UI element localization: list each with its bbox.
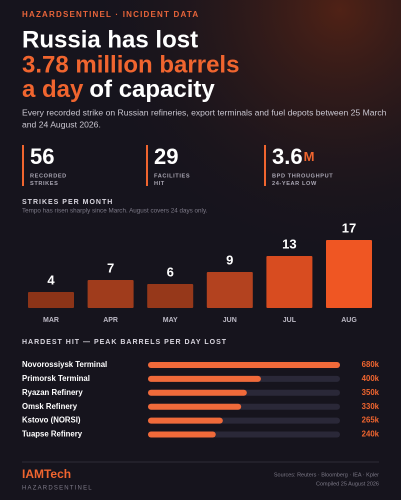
bar-value: 330k [362, 402, 380, 411]
subtitle: Every recorded strike on Russian refiner… [22, 107, 387, 117]
bar-value: 17 [342, 220, 356, 235]
row-label: Omsk Refinery [22, 402, 78, 411]
row-label: Kstovo (NORSI) [22, 416, 81, 425]
stat-value: 56 [30, 144, 54, 169]
chart-title: HARDEST HIT — PEAK BARRELS PER DAY LOST [22, 339, 227, 346]
compiled: Compiled 25 August 2026 [316, 481, 379, 487]
bar-value: 4 [47, 272, 55, 287]
sources: Sources: Reuters · Bloomberg · IEA · Kpl… [274, 472, 379, 478]
chart-subtitle: Tempo has risen sharply since March. Aug… [22, 208, 208, 215]
title-highlight: a day [22, 76, 84, 103]
x-tick-label: APR [103, 317, 118, 324]
stat-value: 3.6M [272, 144, 314, 169]
stat-accent [264, 145, 266, 186]
bar [266, 256, 313, 308]
bar [87, 280, 134, 308]
row-label: Tuapse Refinery [22, 430, 83, 439]
bar [148, 403, 242, 410]
bar [148, 431, 216, 438]
bar-value: 265k [362, 416, 380, 425]
subtitle: and 24 August 2026. [22, 119, 101, 129]
bar [326, 240, 372, 308]
bar [148, 362, 340, 368]
x-tick-label: MAR [43, 317, 59, 324]
brand: IAMTech [22, 467, 71, 481]
bar [148, 417, 223, 424]
stat-label: FACILITIES [154, 173, 190, 179]
stat-label: STRIKES [30, 181, 58, 187]
bar-value: 9 [226, 252, 233, 267]
x-tick-label: JUN [223, 317, 237, 324]
chart-title: STRIKES PER MONTH [22, 199, 113, 206]
row-label: Ryazan Refinery [22, 388, 83, 397]
stat-value: 29 [154, 144, 178, 169]
brand-sub: HAZARDSENTINEL [22, 486, 93, 492]
bar [28, 292, 74, 308]
stat-number: 3.6 [272, 144, 303, 169]
stat-label: BPD THROUGHPUT [272, 173, 333, 179]
bar-value: 680k [362, 360, 380, 369]
row-label: Novorossiysk Terminal [22, 360, 107, 369]
bar-value: 350k [362, 388, 380, 397]
kicker: HAZARDSENTINEL · INCIDENT DATA [22, 10, 199, 19]
title-part: of capacity [89, 76, 215, 103]
bar-value: 240k [362, 430, 380, 439]
stat-number: 56 [30, 144, 54, 169]
stat-accent [146, 145, 148, 186]
stat-accent [22, 145, 24, 186]
title-line: Russia has lost [22, 26, 198, 53]
bar-value: 7 [107, 260, 114, 275]
row-label: Primorsk Terminal [22, 374, 90, 383]
bar [148, 389, 247, 396]
bar [147, 284, 194, 308]
stat-number: 29 [154, 144, 178, 169]
x-tick-label: MAY [163, 317, 178, 324]
stat-label: HIT [154, 181, 165, 187]
bar-value: 13 [282, 236, 296, 251]
stat-label: 24-YEAR LOW [272, 181, 317, 187]
x-tick-label: JUL [283, 317, 297, 324]
stat-unit: M [304, 149, 315, 164]
bar [148, 375, 261, 382]
bar [206, 272, 253, 308]
stat-label: RECORDED [30, 173, 67, 179]
bar-value: 400k [362, 374, 380, 383]
bar-value: 6 [167, 264, 174, 279]
title-line: a day of capacity [22, 76, 215, 103]
x-tick-label: AUG [341, 317, 357, 324]
title-highlight: 3.78 million barrels [22, 51, 239, 78]
